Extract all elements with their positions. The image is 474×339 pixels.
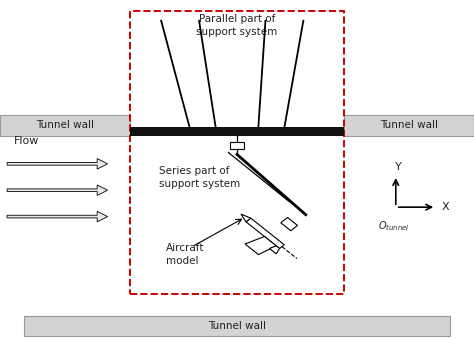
Polygon shape: [281, 217, 298, 231]
Polygon shape: [241, 214, 251, 222]
Bar: [344, 115, 474, 136]
Text: Tunnel wall: Tunnel wall: [36, 120, 94, 130]
Text: Tunnel wall: Tunnel wall: [208, 321, 266, 331]
Text: Tunnel wall: Tunnel wall: [380, 120, 438, 130]
Text: Y: Y: [395, 162, 401, 172]
Text: Flow: Flow: [14, 136, 40, 146]
Bar: [24, 316, 450, 336]
Polygon shape: [245, 237, 276, 255]
Bar: [230, 142, 244, 149]
Bar: [130, 127, 344, 136]
Bar: [130, 11, 344, 294]
Polygon shape: [246, 218, 284, 248]
Text: Series part of
support system: Series part of support system: [159, 166, 240, 188]
Polygon shape: [270, 246, 280, 254]
Text: X: X: [442, 202, 449, 212]
Text: Aircraft
model: Aircraft model: [166, 243, 204, 266]
FancyArrow shape: [7, 159, 108, 169]
FancyArrow shape: [7, 185, 108, 196]
FancyArrow shape: [7, 211, 108, 222]
Bar: [0, 115, 130, 136]
Text: Parallel part of
support system: Parallel part of support system: [196, 14, 278, 37]
Text: $O_{tunnel}$: $O_{tunnel}$: [378, 219, 409, 233]
